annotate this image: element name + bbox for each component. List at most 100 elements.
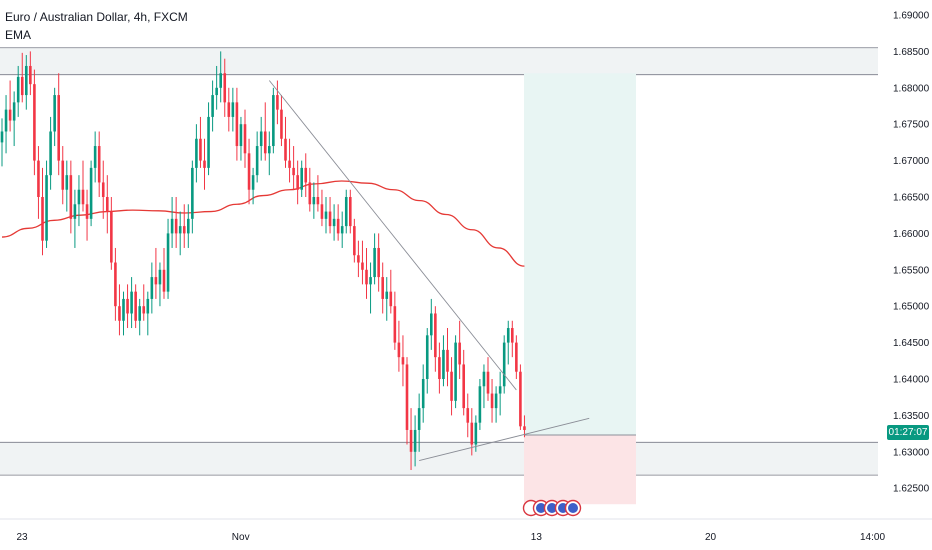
candle-body	[328, 211, 332, 227]
candle-body	[369, 277, 372, 285]
candle	[215, 65, 218, 110]
candle-body	[357, 255, 360, 263]
candle-body	[454, 342, 457, 401]
candle-body	[430, 313, 433, 336]
candle	[85, 189, 89, 241]
candle-body	[45, 175, 48, 241]
candle	[296, 160, 299, 205]
candle	[4, 95, 8, 154]
candle-body	[81, 189, 85, 205]
candle-body	[235, 102, 239, 147]
candle	[101, 160, 105, 219]
candle-body	[41, 197, 44, 241]
candle	[413, 415, 417, 467]
candle-body	[162, 269, 166, 292]
candle	[336, 204, 340, 241]
candle-body	[272, 95, 275, 147]
candle	[12, 91, 16, 147]
candle	[344, 189, 348, 234]
candle	[170, 197, 174, 248]
candle-body	[377, 247, 380, 278]
candle	[304, 153, 308, 197]
candle	[365, 247, 368, 299]
event-flag	[547, 503, 557, 513]
candle-body	[142, 306, 146, 314]
candle-body	[498, 386, 502, 394]
candle	[300, 160, 303, 197]
candle-body	[349, 197, 352, 227]
candle	[61, 146, 65, 205]
candle	[381, 262, 384, 314]
candle	[324, 197, 328, 234]
event-icons	[522, 499, 582, 517]
candle	[284, 116, 287, 168]
candle	[243, 109, 247, 168]
candle-body	[154, 277, 158, 285]
candle	[110, 197, 113, 270]
candle	[73, 189, 77, 248]
candle	[41, 167, 44, 256]
trendline	[268, 80, 517, 391]
candle	[114, 247, 117, 321]
countdown-price-tag: 01:27:07	[887, 425, 929, 440]
candle	[494, 386, 498, 423]
candle-body	[304, 167, 308, 183]
profit-area	[524, 73, 636, 436]
candle-body	[470, 422, 474, 445]
candles-layer	[0, 51, 526, 470]
time-tick-label: 23	[16, 532, 28, 543]
candle-body	[474, 422, 478, 445]
candle-body	[247, 153, 251, 190]
candle	[482, 364, 486, 409]
candle	[405, 357, 409, 445]
candle-body	[519, 371, 522, 427]
price-tick-label: 1.64000	[893, 375, 930, 386]
time-tick-label: 13	[531, 532, 543, 543]
candle	[207, 102, 210, 176]
candle	[292, 146, 295, 190]
position-tool[interactable]	[524, 73, 636, 505]
candle-body	[114, 262, 117, 307]
candle	[122, 291, 125, 336]
candle-body	[442, 349, 445, 379]
candle	[227, 87, 231, 132]
candle-body	[219, 73, 222, 88]
candle-body	[195, 138, 198, 168]
candle-body	[340, 226, 344, 234]
candle	[130, 277, 133, 329]
candle-body	[223, 73, 227, 103]
candle-body	[425, 335, 429, 379]
candle-body	[324, 211, 328, 219]
candle-body	[199, 138, 202, 161]
candle-body	[122, 298, 125, 321]
candle-body	[405, 364, 409, 430]
candle	[93, 131, 97, 183]
zones-layer	[0, 47, 878, 476]
price-tick-label: 1.65500	[893, 265, 930, 276]
candle	[316, 175, 320, 212]
price-tick-label: 1.68000	[893, 83, 930, 94]
candle	[235, 87, 239, 161]
candle	[421, 364, 425, 423]
candle	[515, 335, 518, 379]
candle	[312, 182, 316, 219]
candle-body	[353, 226, 356, 256]
price-tick-label: 1.62500	[893, 484, 930, 495]
candle-body	[434, 313, 437, 358]
candle	[486, 357, 490, 401]
candle	[0, 118, 4, 167]
candle	[187, 204, 190, 248]
candle	[454, 335, 457, 409]
candle	[53, 87, 56, 147]
candle	[276, 80, 279, 125]
candle	[142, 284, 146, 321]
candle-body	[170, 218, 174, 234]
candle	[178, 211, 182, 256]
candle	[280, 95, 283, 147]
candle-body	[381, 277, 384, 299]
candle	[89, 160, 93, 227]
candle	[357, 240, 360, 278]
price-axis[interactable]: 1.69000 1.68500 1.68000 1.67500 1.67000 1.665…	[880, 0, 932, 518]
